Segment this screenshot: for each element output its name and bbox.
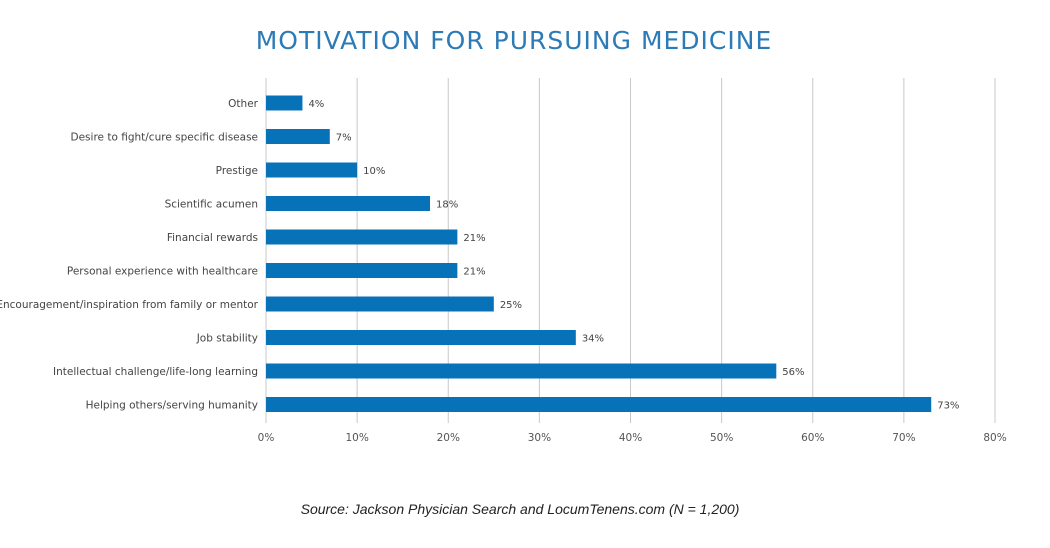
x-tick-label: 80% — [983, 432, 1006, 444]
category-label: Job stability — [196, 333, 258, 345]
value-label: 34% — [582, 334, 604, 345]
source-note: Source: Jackson Physician Search and Loc… — [300, 501, 740, 517]
value-label: 21% — [463, 267, 485, 278]
value-label: 4% — [308, 99, 324, 110]
value-label: 56% — [782, 367, 804, 378]
category-label: Encouragement/inspiration from family or… — [0, 299, 259, 311]
bar — [266, 196, 431, 211]
category-label: Personal experience with healthcare — [67, 266, 258, 278]
category-labels: Other Desire to fight/cure specific disea… — [0, 98, 259, 412]
category-label: Financial rewards — [167, 232, 258, 244]
chart-title: MOTIVATION FOR PURSUING MEDICINE — [255, 26, 773, 55]
x-axis-ticks: 0% 10% 20% 30% 40% 50% 60% 70% 80% — [258, 432, 1007, 444]
x-tick-label: 70% — [892, 432, 915, 444]
bar — [266, 129, 330, 144]
category-label: Desire to fight/cure specific disease — [71, 132, 258, 144]
x-tick-label: 10% — [345, 432, 368, 444]
category-label: Intellectual challenge/life-long learnin… — [53, 366, 258, 378]
category-label: Helping others/serving humanity — [86, 400, 258, 412]
x-tick-label: 50% — [710, 432, 733, 444]
bar — [266, 330, 576, 345]
x-tick-label: 60% — [801, 432, 824, 444]
x-tick-label: 20% — [437, 432, 460, 444]
value-label: 10% — [363, 166, 385, 177]
bar-chart: Other Desire to fight/cure specific disea… — [0, 78, 1007, 444]
bar — [266, 363, 777, 379]
value-labels: 4% 7% 10% 18% 21% 21% 25% 34% 56% 73% — [308, 99, 959, 412]
x-tick-label: 30% — [528, 432, 551, 444]
bar — [266, 95, 303, 111]
bar — [266, 397, 932, 412]
bar — [266, 229, 458, 245]
value-label: 25% — [500, 300, 522, 311]
x-tick-label: 40% — [619, 432, 642, 444]
value-label: 7% — [336, 133, 352, 144]
value-label: 18% — [436, 200, 458, 211]
bars — [266, 95, 932, 412]
category-label: Prestige — [216, 165, 258, 177]
category-label: Other — [228, 98, 258, 110]
category-label: Scientific acumen — [165, 199, 258, 211]
value-label: 21% — [463, 233, 485, 244]
bar — [266, 263, 458, 278]
x-tick-label: 0% — [258, 432, 275, 444]
bar — [266, 162, 358, 178]
bar — [266, 296, 494, 312]
value-label: 73% — [937, 401, 959, 412]
